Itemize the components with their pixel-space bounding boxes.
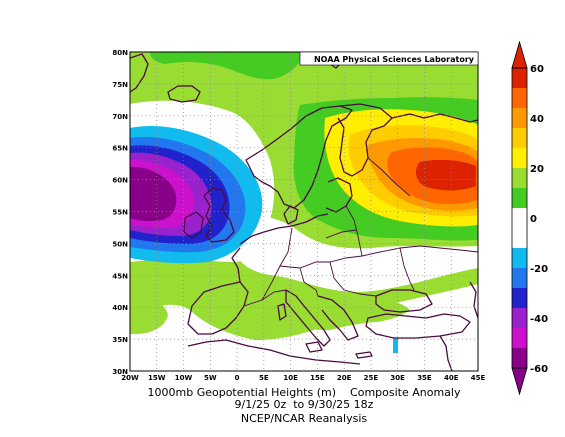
caption-variable: 1000mb Geopotential Heights (m) [147, 386, 337, 399]
caption-line-1: 1000mb Geopotential Heights (m) Composit… [130, 387, 478, 399]
colorbar-segments [512, 68, 527, 369]
longitude-label: 20E [337, 374, 352, 382]
longitude-label: 5W [204, 374, 217, 382]
colorbar-segment [512, 108, 527, 129]
colorbar-segment [512, 88, 527, 109]
colorbar-tick-labels: 60 40 20 0 -20 -40 -60 [530, 64, 548, 375]
colorbar-segment [512, 148, 527, 169]
longitude-label: 15W [148, 374, 166, 382]
latitude-label: 45N [112, 272, 128, 280]
colorbar-segment [512, 228, 527, 249]
country-borders [243, 157, 478, 307]
coastlines [130, 53, 478, 371]
longitude-label: 25E [364, 374, 379, 382]
colorbar-segment [512, 128, 527, 149]
longitude-label: 35E [417, 374, 432, 382]
caption-line-3: NCEP/NCAR Reanalysis [240, 412, 368, 425]
colorbar-bottom-arrow [511, 367, 528, 396]
credit-text: NOAA Physical Sciences Laboratory [314, 55, 475, 64]
colorbar-tick-label: 40 [530, 114, 544, 125]
caption-statistic: Composite Anomaly [350, 386, 461, 399]
colorbar-segment [512, 268, 527, 289]
caption-line-2: 9/1/25 0z to 9/30/25 18z [234, 398, 374, 411]
colorbar-segment [512, 348, 527, 369]
latitude-label: 55N [112, 209, 128, 217]
field-green-med-pocket [130, 298, 168, 335]
longitude-label: 45E [471, 374, 486, 382]
latitude-label: 70N [112, 113, 128, 121]
latitude-label: 50N [112, 240, 128, 248]
latitude-label: 65N [112, 145, 128, 153]
field-white-med-east [330, 321, 478, 371]
latitude-label: 75N [112, 81, 128, 89]
colorbar-tick-label: 20 [530, 164, 544, 175]
colorbar-segment [512, 248, 527, 269]
longitude-label: 15E [310, 374, 325, 382]
colorbar-top-arrow [511, 40, 528, 69]
colorbar-segment [512, 168, 527, 189]
longitude-label: 10W [175, 374, 193, 382]
colorbar-segment [512, 328, 527, 349]
map-panel: NOAA Physical Sciences Laboratory 80N 75N… [112, 49, 485, 382]
colorbar-tick-label: -60 [530, 364, 548, 375]
colorbar-tick-label: 0 [530, 214, 537, 225]
colorbar-segment [512, 208, 527, 229]
field-positive-core [415, 159, 476, 191]
latitude-label: 60N [112, 177, 128, 185]
colorbar-tick-label: -40 [530, 314, 548, 325]
colorbar: 60 40 20 0 -20 -40 -60 [511, 40, 548, 396]
longitude-labels: 20W 15W 10W 5W 0 5E 10E 15E 20E 25E 30E 35E 40E 45E [121, 374, 485, 382]
longitude-label: 40E [444, 374, 459, 382]
colorbar-tick-label: -20 [530, 264, 548, 275]
longitude-label: 0 [235, 374, 240, 382]
field-small-negative-spot [393, 338, 398, 353]
latitude-label: 80N [112, 49, 128, 57]
longitude-label: 5E [259, 374, 269, 382]
colorbar-tick-label: 60 [530, 64, 544, 75]
field-zero-central-europe [232, 215, 478, 292]
field-contour-20 [150, 52, 302, 80]
credit-box [299, 51, 479, 66]
longitude-label: 30E [390, 374, 405, 382]
colorbar-segment [512, 188, 527, 209]
latitude-label: 40N [112, 304, 128, 312]
field-negative-core [130, 166, 177, 221]
longitude-label: 20W [121, 374, 139, 382]
latitude-labels: 80N 75N 70N 65N 60N 55N 50N 45N 40N 35N 30N [112, 49, 128, 376]
latitude-label: 30N [112, 368, 128, 376]
latitude-label: 35N [112, 336, 128, 344]
longitude-label: 10E [283, 374, 298, 382]
colorbar-segment [512, 308, 527, 329]
colorbar-frame [511, 67, 528, 369]
colorbar-segment [512, 288, 527, 309]
colorbar-segment [512, 68, 527, 89]
